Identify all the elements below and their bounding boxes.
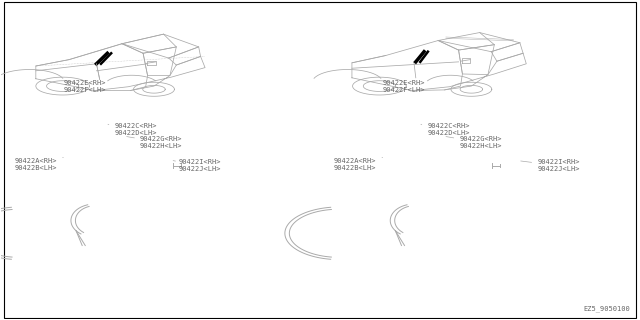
- Text: 90422I<RH>
90422J<LH>: 90422I<RH> 90422J<LH>: [173, 159, 221, 172]
- Text: 90422I<RH>
90422J<LH>: 90422I<RH> 90422J<LH>: [521, 159, 580, 172]
- Text: 90422G<RH>
90422H<LH>: 90422G<RH> 90422H<LH>: [127, 136, 182, 149]
- Text: 90422C<RH>
90422D<LH>: 90422C<RH> 90422D<LH>: [108, 123, 157, 136]
- Text: 90422A<RH>
90422B<LH>: 90422A<RH> 90422B<LH>: [334, 157, 383, 171]
- Text: 90422E<RH>
90422F<LH>: 90422E<RH> 90422F<LH>: [63, 80, 106, 93]
- Text: 90422G<RH>
90422H<LH>: 90422G<RH> 90422H<LH>: [446, 136, 502, 149]
- Text: 90422C<RH>
90422D<LH>: 90422C<RH> 90422D<LH>: [421, 123, 470, 136]
- Text: EZ5_9050100: EZ5_9050100: [583, 306, 630, 312]
- Text: 90422E<RH>
90422F<LH>: 90422E<RH> 90422F<LH>: [383, 80, 425, 93]
- Text: 90422A<RH>
90422B<LH>: 90422A<RH> 90422B<LH>: [15, 157, 63, 171]
